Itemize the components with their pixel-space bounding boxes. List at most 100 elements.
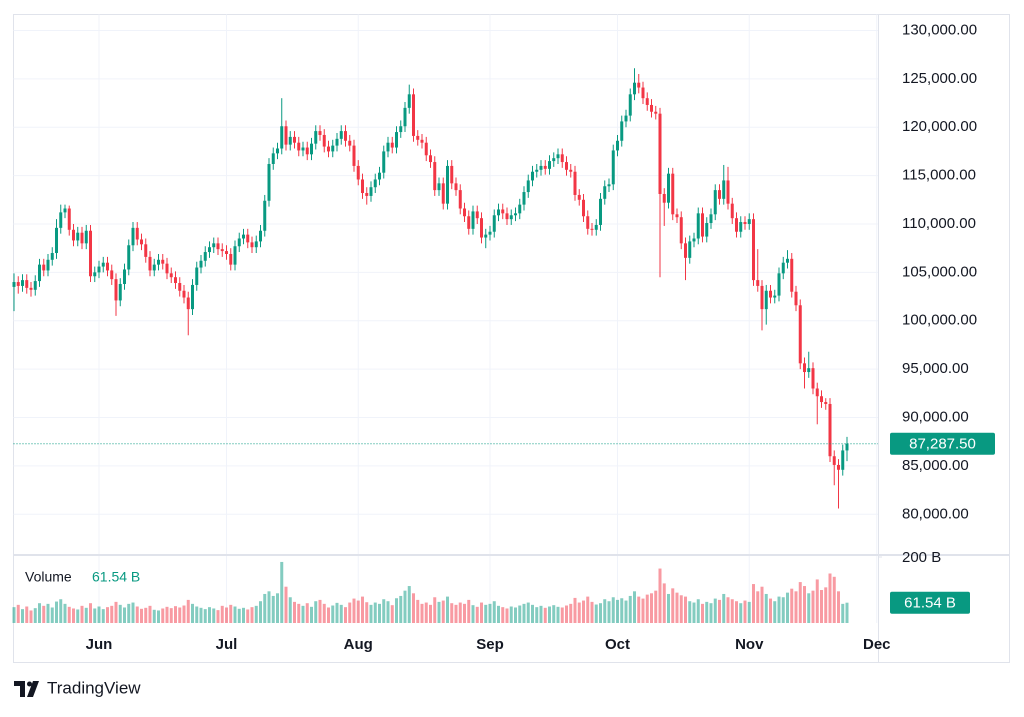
candle-body [38,264,41,282]
candle-body [276,148,279,154]
volume-bar [322,603,326,623]
candle-body [246,234,250,243]
volume-bar [280,561,284,623]
candle-body [624,115,628,122]
volume-bar [764,593,768,623]
volume-bar [607,601,611,623]
candle-body [475,211,479,219]
volume-bar [509,606,513,623]
candle-body [169,273,173,278]
candle-body [705,223,709,237]
candle-body [395,132,398,148]
candle-body [798,305,802,364]
volume-bar [484,604,488,623]
candle-body [114,279,118,301]
volume-bar [679,595,683,623]
volume-bar [152,609,156,623]
volume-bar [667,593,670,623]
volume-bar [225,607,228,623]
volume-bar [820,590,823,623]
candle-body [590,228,594,230]
candle-body [195,267,199,285]
candle-body [824,402,828,404]
volume-bar [718,599,721,623]
volume-bar [403,590,407,623]
candle-body [216,243,220,250]
candle-body [679,217,683,244]
volume-bar [429,604,432,623]
volume-bar [242,607,245,623]
candle-body [543,165,547,169]
volume-bar [624,600,628,623]
candle-body [599,198,602,225]
candle-body [220,249,224,252]
volume-bar [539,605,543,623]
volume-bar [195,606,199,623]
candle-body [616,140,619,151]
volume-bar [33,608,37,623]
volume-bar [191,603,194,623]
logo-part [27,681,32,687]
candle-body [654,111,658,114]
candle-body [790,258,794,292]
volume-bar [407,586,411,623]
volume-bar [832,576,836,623]
candle-body [76,232,80,241]
volume-legend-value: 61.54 B [92,569,140,585]
candle-body [841,450,845,470]
volume-bar [641,598,645,623]
candle-body [225,251,228,254]
candle-body [458,190,462,209]
volume-bar [803,586,806,623]
candle-body [46,259,50,271]
volume-bar [531,604,534,623]
candle-body [845,443,849,451]
volume-bar [182,605,186,623]
brand-name: TradingView [47,678,141,697]
volume-bar [773,601,777,623]
candle-body [535,169,539,172]
volume-bar [620,598,624,623]
candle-body [16,282,20,286]
candle-body [794,291,798,306]
candle-body [259,230,262,242]
volume-bar [654,590,658,623]
volume-bar [382,599,386,623]
volume-bar [246,609,250,623]
candle-body [747,219,751,224]
volume-bar [752,584,755,623]
candle-body [407,94,411,108]
volume-bar [148,605,152,623]
x-tick-label: Aug [344,636,373,653]
volume-bar [229,604,233,623]
candle-body [369,187,373,196]
volume-bar [458,602,462,623]
candle-body [165,263,169,274]
candle-body [67,208,71,230]
volume-bar [97,606,101,623]
candle-body [662,193,666,203]
candle-body [390,142,394,148]
volume-bar [288,597,292,623]
y-tick-label: 80,000.00 [902,505,969,522]
volume-bar [259,601,262,623]
volume-bar [344,607,347,623]
volume-bar [199,607,203,623]
volume-bar [220,605,224,623]
candle-body [318,131,322,135]
last-price-tag [890,432,995,455]
volume-bar [127,603,131,623]
volume-bar [658,568,662,623]
volume-bar [67,606,71,623]
candle-body [191,284,194,310]
candle-body [21,280,24,286]
candle-body [237,238,241,247]
candle-body [378,172,381,180]
candle-body [633,82,636,95]
volume-bar [688,601,692,623]
candle-body [314,131,318,144]
candle-body [233,246,237,265]
y-tick-label: 115,000.00 [902,167,976,184]
volume-bar [556,606,560,623]
